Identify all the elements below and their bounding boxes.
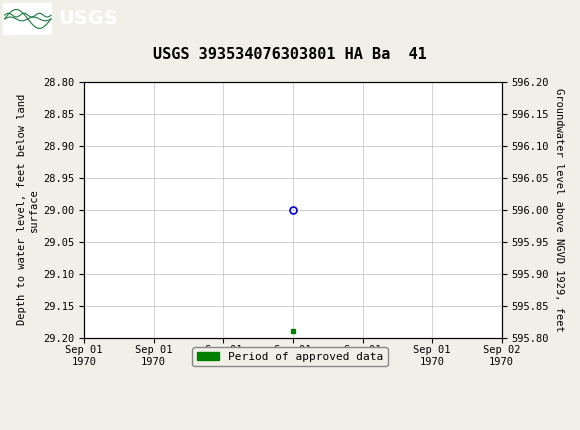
Legend: Period of approved data: Period of approved data bbox=[193, 347, 387, 366]
Y-axis label: Groundwater level above NGVD 1929, feet: Groundwater level above NGVD 1929, feet bbox=[554, 88, 564, 332]
Bar bbox=[3, 3, 52, 35]
Text: USGS: USGS bbox=[58, 9, 118, 28]
Text: USGS 393534076303801 HA Ba  41: USGS 393534076303801 HA Ba 41 bbox=[153, 47, 427, 62]
Y-axis label: Depth to water level, feet below land
surface: Depth to water level, feet below land su… bbox=[17, 94, 39, 325]
